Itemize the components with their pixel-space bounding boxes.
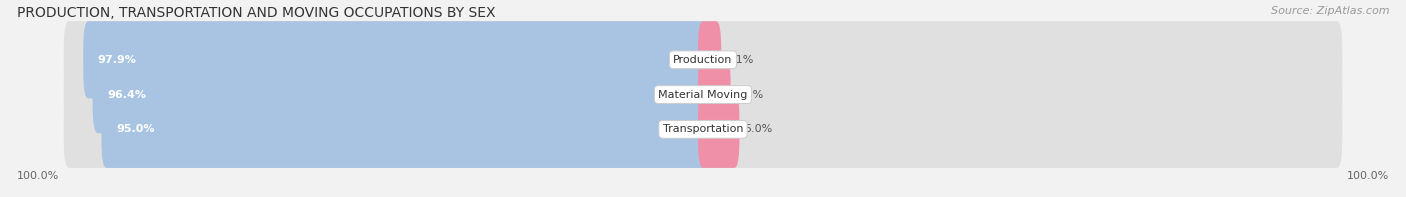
FancyBboxPatch shape: [697, 56, 731, 133]
Text: 100.0%: 100.0%: [1347, 171, 1389, 181]
Text: 96.4%: 96.4%: [107, 90, 146, 99]
FancyBboxPatch shape: [63, 21, 1343, 98]
FancyBboxPatch shape: [93, 56, 709, 133]
Text: Source: ZipAtlas.com: Source: ZipAtlas.com: [1271, 6, 1389, 16]
Text: PRODUCTION, TRANSPORTATION AND MOVING OCCUPATIONS BY SEX: PRODUCTION, TRANSPORTATION AND MOVING OC…: [17, 6, 495, 20]
FancyBboxPatch shape: [101, 91, 709, 168]
Text: 3.6%: 3.6%: [735, 90, 763, 99]
FancyBboxPatch shape: [63, 91, 1343, 168]
Text: 2.1%: 2.1%: [725, 55, 754, 65]
FancyBboxPatch shape: [697, 91, 740, 168]
Text: 97.9%: 97.9%: [97, 55, 136, 65]
FancyBboxPatch shape: [697, 21, 721, 98]
Text: 95.0%: 95.0%: [115, 124, 155, 134]
Text: 100.0%: 100.0%: [17, 171, 59, 181]
Text: Production: Production: [673, 55, 733, 65]
FancyBboxPatch shape: [83, 21, 709, 98]
Text: Transportation: Transportation: [662, 124, 744, 134]
Text: Material Moving: Material Moving: [658, 90, 748, 99]
FancyBboxPatch shape: [63, 56, 1343, 133]
Text: 5.0%: 5.0%: [744, 124, 772, 134]
